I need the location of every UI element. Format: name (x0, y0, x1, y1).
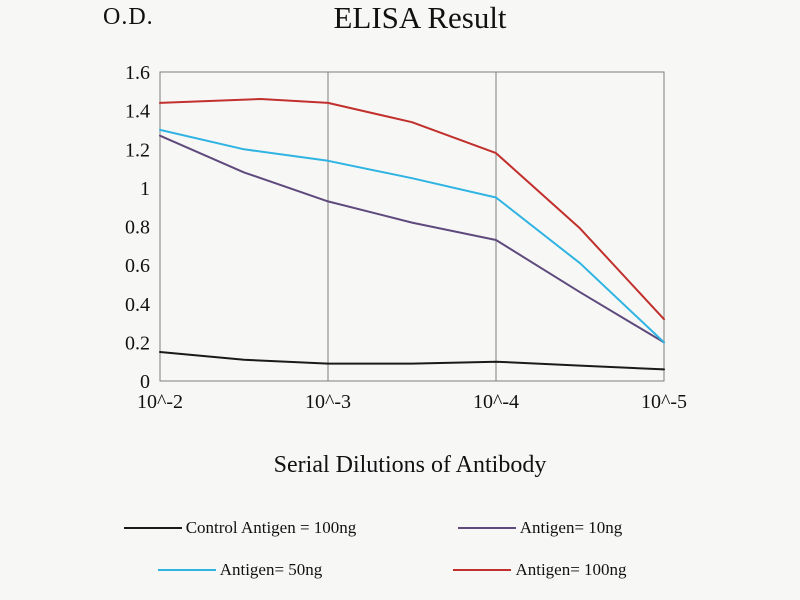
y-axis-title: O.D. (103, 4, 154, 30)
legend-item-antigen-100ng: Antigen= 100ng (390, 560, 690, 580)
x-axis-tick-labels: 10^-2 10^-3 10^-4 10^-5 (137, 391, 687, 413)
svg-text:10^-2: 10^-2 (137, 391, 183, 413)
chart-title: ELISA Result (333, 0, 507, 35)
gridlines (159, 71, 665, 382)
legend-label: Antigen= 100ng (515, 560, 627, 579)
series-line-2 (159, 128, 665, 344)
svg-text:1.6: 1.6 (125, 62, 150, 84)
svg-text:1.2: 1.2 (125, 139, 150, 161)
legend-line-antigen-100ng (453, 569, 512, 571)
legend-item-control-antigen: Control Antigen = 100ng (90, 518, 390, 538)
svg-text:0.4: 0.4 (125, 294, 150, 316)
svg-text:1.4: 1.4 (125, 101, 150, 123)
legend-item-antigen-10ng: Antigen= 10ng (390, 518, 690, 538)
series-line-3 (159, 98, 665, 321)
series-line-0 (159, 351, 665, 371)
chart-legend: Control Antigen = 100ng Antigen= 10ng An… (90, 518, 690, 580)
legend-label: Antigen= 10ng (519, 518, 623, 537)
svg-text:0.6: 0.6 (125, 255, 150, 277)
legend-line-antigen-10ng (457, 527, 516, 529)
svg-text:10^-5: 10^-5 (641, 391, 687, 413)
svg-text:0: 0 (140, 371, 150, 393)
legend-label: Antigen= 50ng (219, 560, 323, 579)
legend-line-antigen-50ng (157, 569, 216, 571)
legend-line-control-antigen (123, 527, 182, 529)
x-axis-title: Serial Dilutions of Antibody (273, 452, 547, 478)
svg-text:10^-4: 10^-4 (473, 391, 519, 413)
svg-text:0.8: 0.8 (125, 217, 150, 239)
series-lines (159, 98, 665, 371)
svg-text:1: 1 (140, 178, 150, 200)
legend-item-antigen-50ng: Antigen= 50ng (90, 560, 390, 580)
series-line-1 (159, 134, 665, 344)
y-axis-tick-labels: 0 0.2 0.4 0.6 0.8 1 1.2 1.4 1.6 (125, 62, 150, 393)
elisa-line-chart: 00.20.40.60.811.21.41.610^-2 10^-3 10^-4 10… (125, 62, 687, 413)
legend-label: Control Antigen = 100ng (185, 518, 357, 537)
svg-text:10^-3: 10^-3 (305, 391, 351, 413)
svg-text:0.2: 0.2 (125, 332, 150, 354)
